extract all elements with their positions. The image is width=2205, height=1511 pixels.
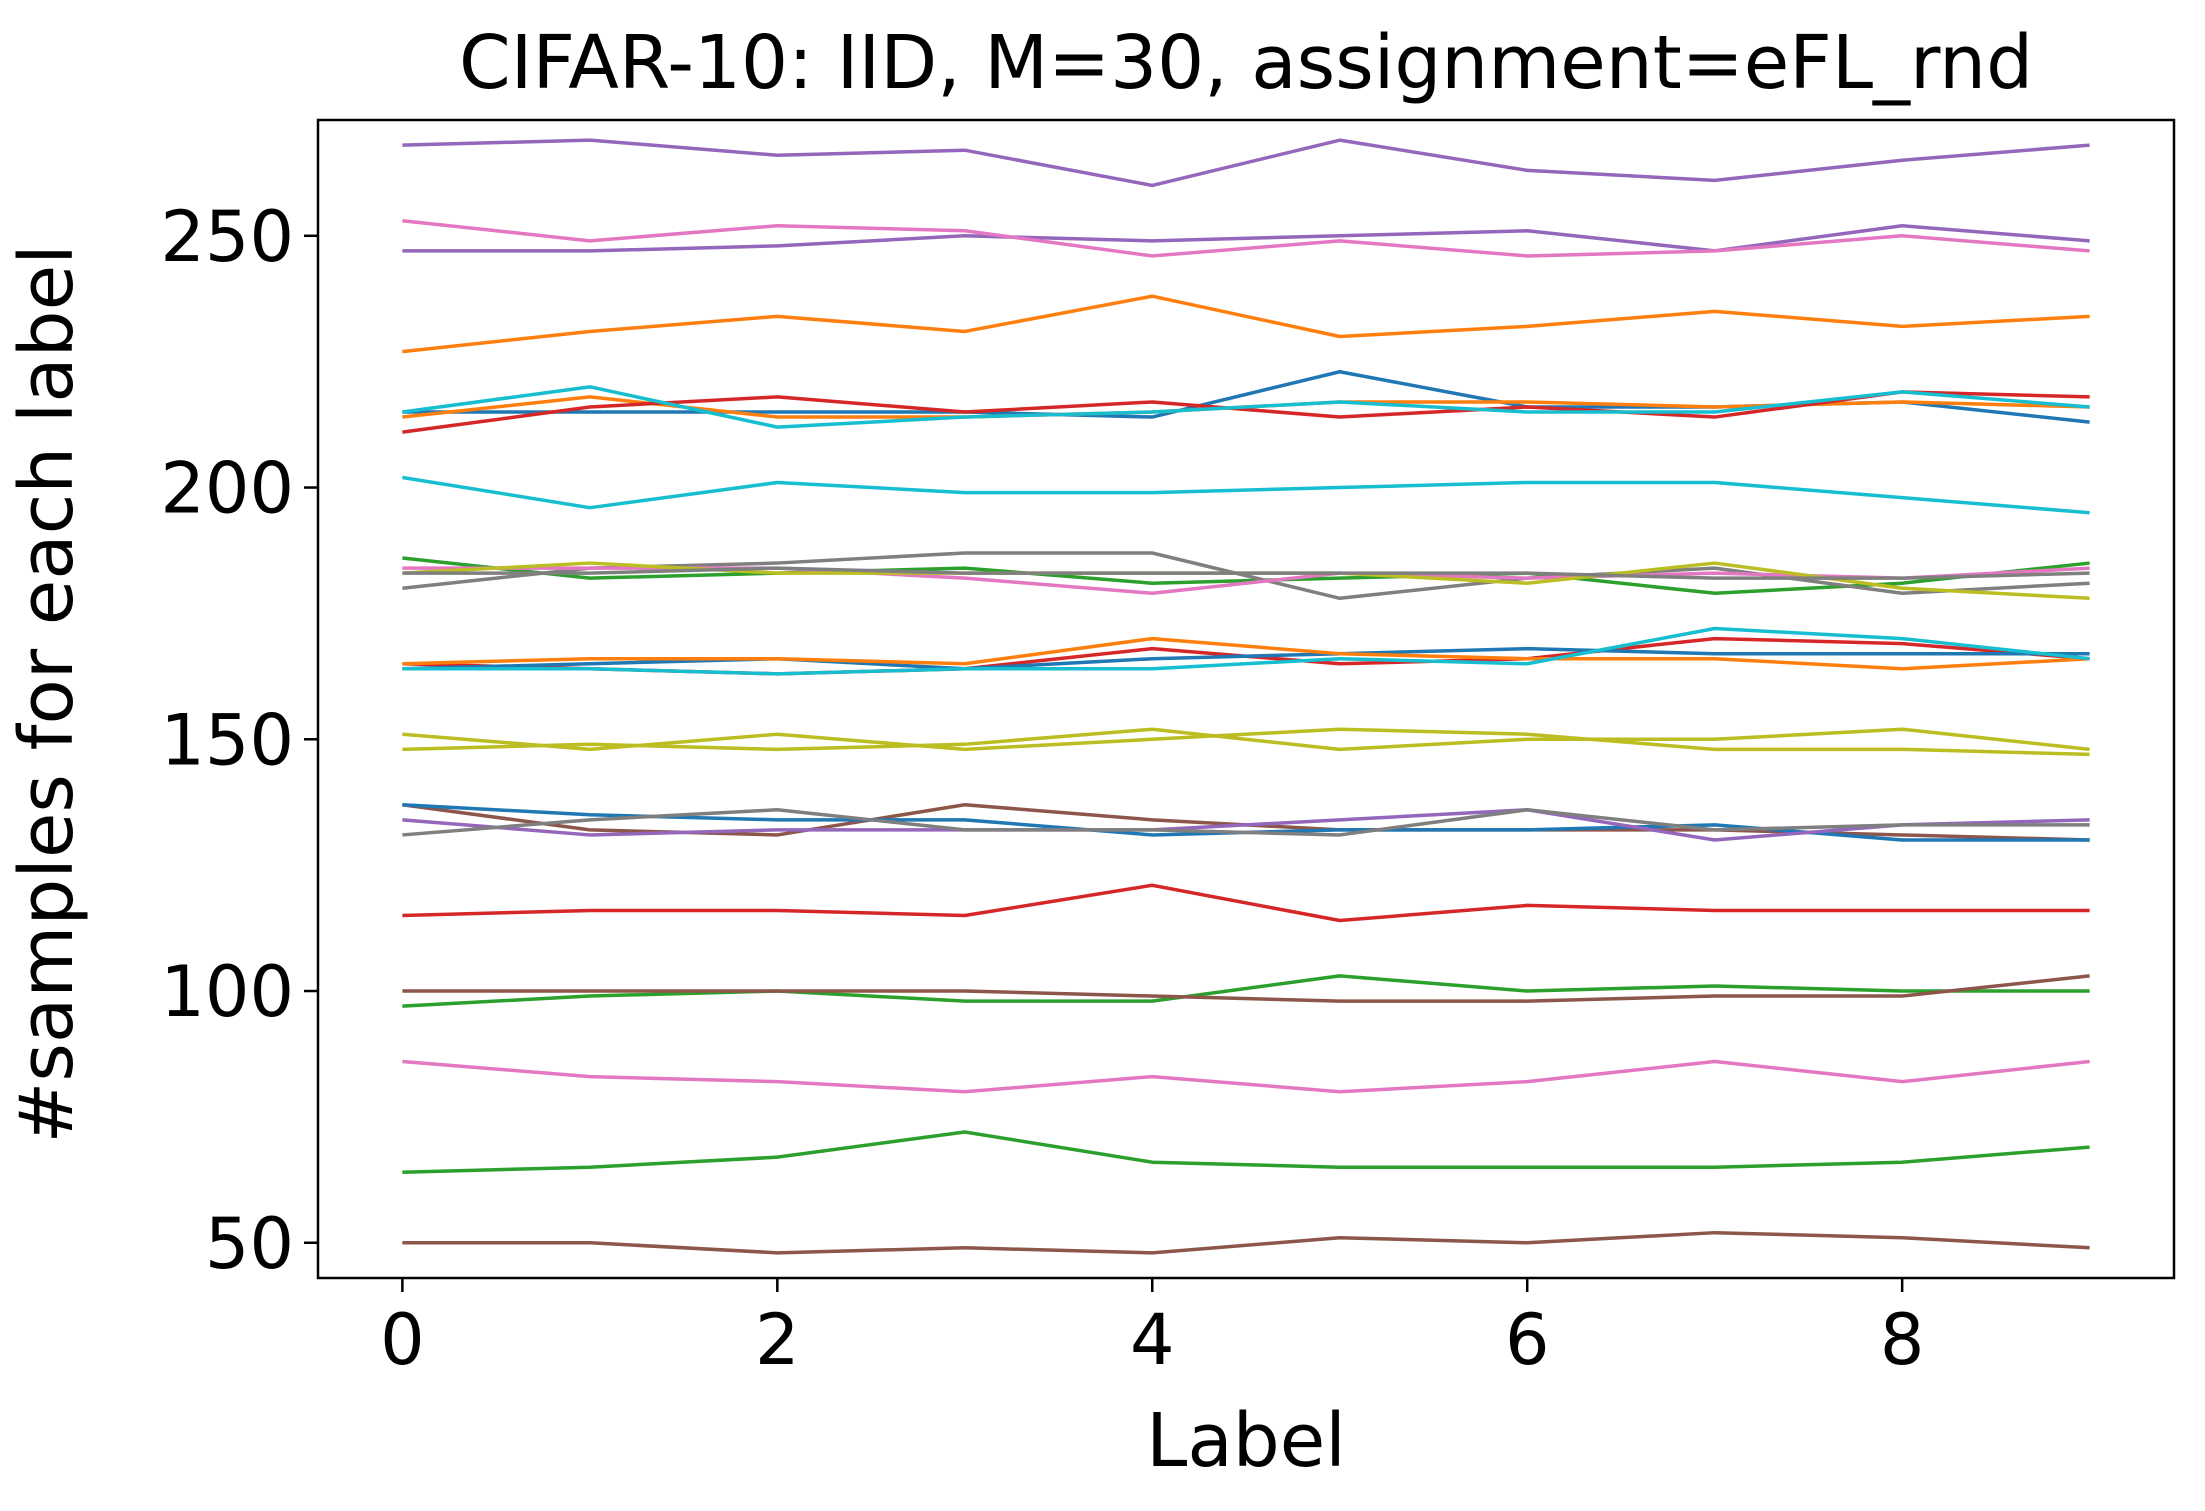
x-axis: 0 2 4 6 8 (380, 1278, 1924, 1381)
series-line-27 (402, 1059, 2090, 1094)
series-line-30 (402, 626, 2090, 676)
series-line-12 (402, 294, 2090, 354)
x-tick-label: 4 (1130, 1299, 1175, 1381)
y-tick-label: 150 (160, 699, 294, 781)
series-line-4 (402, 390, 2090, 434)
plot-frame (316, 118, 2176, 1280)
x-axis-label: Label (1146, 1398, 1346, 1484)
series-line-5 (402, 223, 2090, 253)
series-line-29 (402, 727, 2090, 752)
y-tick-label: 50 (205, 1203, 294, 1285)
series-line-21 (402, 646, 2090, 671)
series-line-26 (402, 1230, 2090, 1255)
series-line-1 (402, 369, 2090, 424)
y-tick-label: 100 (160, 951, 294, 1033)
series-line-9 (402, 727, 2090, 757)
y-tick-label: 200 (160, 448, 294, 530)
series-line-20 (402, 475, 2090, 515)
series-line-28 (402, 566, 2090, 580)
series-line-3 (402, 556, 2090, 596)
chart-title: CIFAR-10: IID, M=30, assignment=eFL_rnd (459, 20, 2033, 106)
x-tick-label: 6 (1505, 1299, 1550, 1381)
series-line-24 (402, 883, 2090, 923)
series-line-13 (402, 974, 2090, 1008)
y-tick-label: 250 (160, 196, 294, 278)
series-line-18 (402, 808, 2090, 837)
x-tick-label: 8 (1880, 1299, 1925, 1381)
series-line-15 (402, 808, 2090, 842)
x-tick-label: 0 (380, 1299, 425, 1381)
y-axis: 50 100 150 200 250 (160, 196, 318, 1285)
y-axis-label: #samples for each label (4, 244, 90, 1143)
series-line-7 (402, 218, 2090, 258)
series-line-8 (402, 551, 2090, 601)
series-line-25 (402, 138, 2090, 188)
series-line-22 (402, 636, 2090, 671)
x-tick-label: 2 (755, 1299, 800, 1381)
series-line-10 (402, 385, 2090, 429)
series-line-16 (402, 974, 2090, 1003)
series-line-23 (402, 1130, 2090, 1175)
series-layer (402, 138, 2090, 1255)
